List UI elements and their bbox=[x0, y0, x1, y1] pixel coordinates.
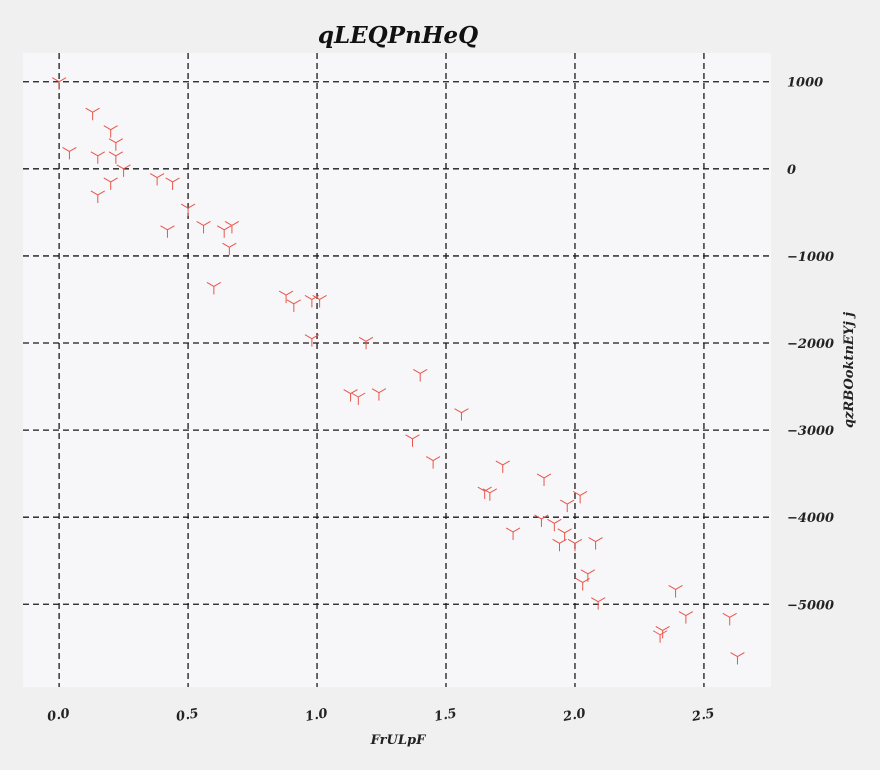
y-axis-ticks: 1000 0 −1000 −2000 −3000 −4000 −5000 bbox=[787, 76, 834, 614]
data-point bbox=[286, 299, 302, 312]
data-point bbox=[425, 456, 441, 469]
y-tick-label: −1000 bbox=[787, 250, 834, 265]
data-point bbox=[655, 625, 670, 639]
x-axis-label: FrULpF bbox=[370, 733, 426, 748]
data-point bbox=[103, 177, 118, 190]
data-point bbox=[678, 611, 694, 624]
data-point bbox=[358, 336, 374, 350]
x-tick-label: 1.5 bbox=[433, 706, 458, 725]
y-tick-label: 1000 bbox=[787, 76, 823, 91]
data-point bbox=[557, 528, 572, 541]
data-point bbox=[222, 242, 237, 256]
data-point bbox=[730, 652, 745, 665]
data-point bbox=[217, 225, 232, 238]
data-point bbox=[312, 295, 327, 308]
data-point bbox=[405, 434, 420, 447]
data-point bbox=[165, 177, 180, 190]
data-point bbox=[591, 597, 606, 610]
y-tick-label: −4000 bbox=[787, 511, 834, 526]
data-point bbox=[85, 107, 100, 121]
plot-background bbox=[23, 53, 771, 687]
data-point bbox=[116, 164, 131, 177]
data-point bbox=[103, 125, 118, 138]
data-point bbox=[652, 630, 668, 643]
data-point bbox=[580, 569, 596, 582]
data-point bbox=[454, 408, 469, 421]
data-point bbox=[180, 203, 196, 217]
chart-title: qLEQPnHeQ bbox=[318, 22, 478, 49]
data-point bbox=[90, 190, 105, 203]
data-point bbox=[196, 221, 211, 234]
data-point bbox=[90, 151, 105, 164]
data-point bbox=[552, 538, 567, 552]
x-axis-ticks: 0.0 0.5 1.0 1.5 2.0 2.5 bbox=[46, 706, 716, 725]
x-tick-label: 0.0 bbox=[46, 706, 71, 725]
y-tick-label: 0 bbox=[787, 163, 796, 178]
data-point bbox=[536, 473, 552, 486]
data-point bbox=[722, 612, 737, 626]
x-tick-label: 0.5 bbox=[175, 706, 200, 725]
x-tick-label: 2.0 bbox=[561, 706, 587, 725]
data-point bbox=[567, 538, 583, 552]
data-point bbox=[51, 77, 67, 90]
data-point bbox=[108, 151, 124, 164]
y-tick-label: −3000 bbox=[787, 424, 834, 439]
data-point bbox=[108, 138, 124, 151]
x-tick-label: 1.0 bbox=[304, 706, 329, 725]
data-point bbox=[572, 490, 588, 504]
data-point bbox=[413, 369, 428, 382]
data-point bbox=[351, 392, 366, 405]
data-point bbox=[668, 585, 683, 598]
data-point bbox=[224, 221, 240, 234]
data-point bbox=[560, 499, 575, 513]
data-point bbox=[160, 225, 175, 238]
y-tick-label: −2000 bbox=[787, 337, 834, 352]
data-point bbox=[495, 460, 510, 473]
data-point bbox=[505, 527, 521, 540]
data-point bbox=[482, 488, 498, 501]
x-tick-label: 2.5 bbox=[690, 706, 716, 725]
data-point bbox=[371, 388, 387, 401]
data-point bbox=[547, 518, 562, 532]
data-point bbox=[575, 578, 590, 591]
y-axis-label: qzRBOoktnEYj j bbox=[842, 312, 857, 428]
grid bbox=[23, 53, 771, 687]
data-point bbox=[278, 290, 294, 304]
data-point bbox=[304, 334, 320, 347]
data-point bbox=[588, 537, 603, 550]
data-point bbox=[534, 514, 549, 527]
data-point bbox=[206, 281, 222, 295]
data-point bbox=[62, 146, 77, 160]
scatter-points bbox=[51, 77, 745, 665]
data-point bbox=[149, 173, 165, 186]
y-tick-label: −5000 bbox=[787, 598, 834, 613]
